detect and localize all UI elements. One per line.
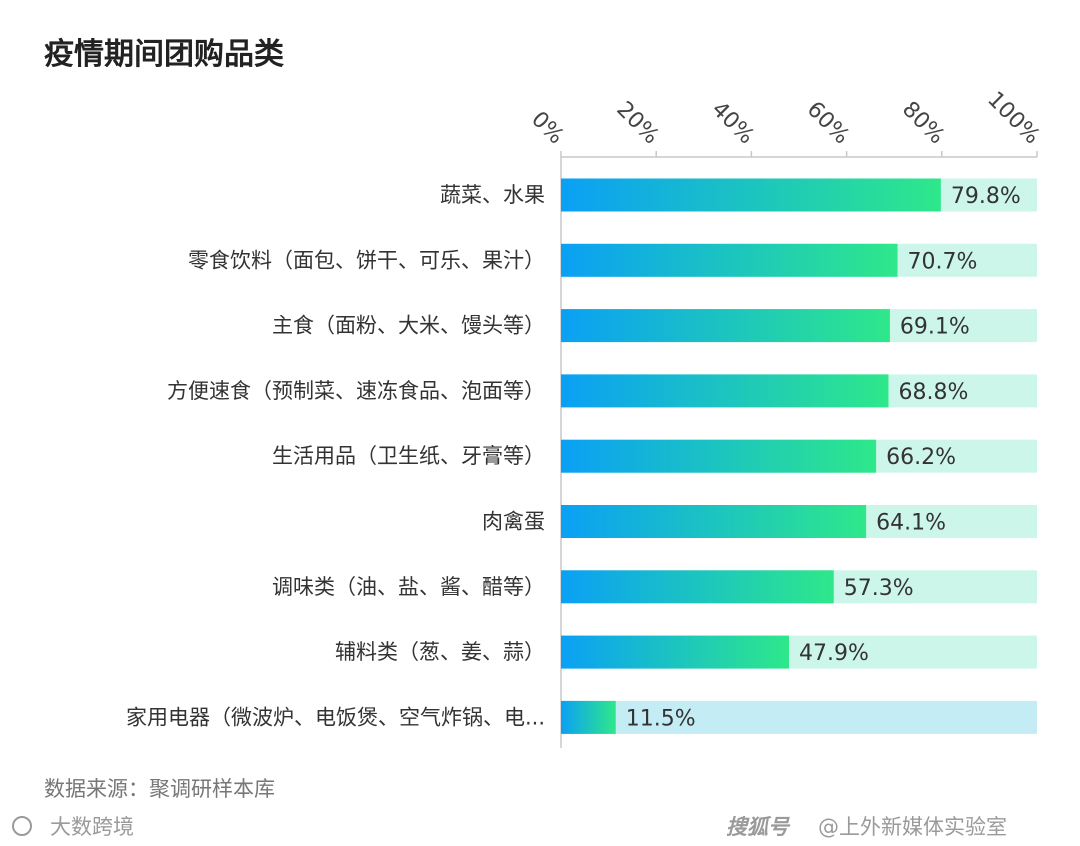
x-tick-label: 20% xyxy=(611,97,663,149)
watermark-author: @上外新媒体实验室 xyxy=(818,815,1007,839)
data-label: 11.5% xyxy=(626,706,696,731)
x-tick-label: 100% xyxy=(982,87,1044,149)
bar xyxy=(561,570,834,604)
watermark-left: 大数跨境 xyxy=(12,815,134,839)
bar xyxy=(561,635,790,669)
bar-track xyxy=(561,700,1037,734)
bars: 蔬菜、水果 79.8% 零食饮料（面包、饼干、可乐、果汁） 70.7% 主食（面粉、大米… xyxy=(126,178,1037,734)
watermark-left-text: 大数跨境 xyxy=(50,815,134,839)
x-tick-label: 0% xyxy=(526,107,568,149)
category-label: 蔬菜、水果 xyxy=(440,183,545,207)
chart-title: 疫情期间团购品类 xyxy=(44,37,284,72)
bar xyxy=(561,178,941,212)
category-label: 零食饮料（面包、饼干、可乐、果汁） xyxy=(188,248,545,272)
category-label: 生活用品（卫生纸、牙膏等） xyxy=(272,444,545,468)
category-label: 辅料类（葱、姜、蒜） xyxy=(335,640,545,664)
category-label: 主食（面粉、大米、馒头等） xyxy=(272,314,545,338)
data-label: 68.8% xyxy=(898,380,968,405)
watermark-logo-icon xyxy=(12,816,32,836)
category-label: 家用电器（微波炉、电饭煲、空气炸锅、电... xyxy=(126,705,545,729)
x-tick-label: 60% xyxy=(802,97,854,149)
data-label: 69.1% xyxy=(900,315,970,340)
data-label: 64.1% xyxy=(876,511,946,536)
data-label: 57.3% xyxy=(844,576,914,601)
watermark-right: 搜狐号 @上外新媒体实验室 xyxy=(726,815,1007,839)
data-label: 47.9% xyxy=(799,641,869,666)
bar xyxy=(561,439,877,473)
bar xyxy=(561,309,890,343)
x-tick-label: 40% xyxy=(707,97,759,149)
source-note: 数据来源：聚调研样本库 xyxy=(44,777,275,801)
category-label: 肉禽蛋 xyxy=(482,510,545,534)
category-label: 方便速食（预制菜、速冻食品、泡面等） xyxy=(167,379,545,403)
bar xyxy=(561,700,616,734)
bar xyxy=(561,374,889,408)
data-label: 66.2% xyxy=(886,445,956,470)
watermark-brand: 搜狐号 xyxy=(726,815,791,839)
data-label: 79.8% xyxy=(951,184,1021,209)
bar xyxy=(561,243,898,277)
data-label: 70.7% xyxy=(908,249,978,274)
x-tick-label: 80% xyxy=(897,97,949,149)
bar xyxy=(561,505,867,538)
category-label: 调味类（油、盐、酱、醋等） xyxy=(272,575,545,599)
